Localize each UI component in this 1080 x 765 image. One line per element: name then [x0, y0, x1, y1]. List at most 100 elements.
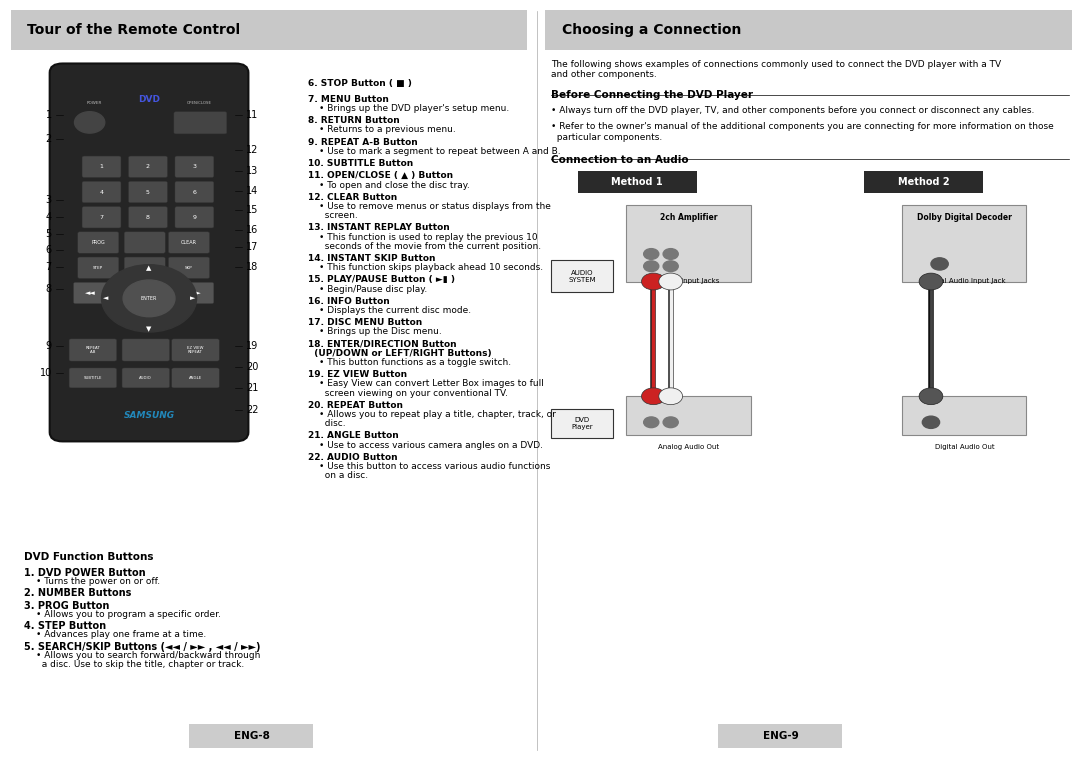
- Circle shape: [644, 261, 659, 272]
- FancyBboxPatch shape: [145, 282, 179, 304]
- Text: 20: 20: [246, 362, 258, 373]
- FancyBboxPatch shape: [718, 724, 842, 748]
- Text: 11: 11: [246, 109, 258, 120]
- Text: ▲: ▲: [147, 265, 151, 271]
- FancyBboxPatch shape: [82, 156, 121, 177]
- Text: • Allows you to search forward/backward through: • Allows you to search forward/backward …: [36, 651, 260, 660]
- FancyBboxPatch shape: [626, 205, 751, 282]
- Text: 6. STOP Button ( ■ ): 6. STOP Button ( ■ ): [308, 79, 411, 88]
- Text: 14. INSTANT SKIP Button: 14. INSTANT SKIP Button: [308, 254, 435, 263]
- Text: CLEAR: CLEAR: [181, 240, 197, 245]
- Text: 2: 2: [146, 164, 150, 169]
- Text: Connection to an Audio: Connection to an Audio: [551, 155, 688, 164]
- Circle shape: [663, 261, 678, 272]
- Text: • Use to mark a segment to repeat between A and B.: • Use to mark a segment to repeat betwee…: [319, 147, 561, 156]
- Circle shape: [642, 273, 665, 290]
- Circle shape: [642, 388, 665, 405]
- Text: 5. SEARCH/SKIP Buttons (◄◄ / ►► , ◄◄ / ►►): 5. SEARCH/SKIP Buttons (◄◄ / ►► , ◄◄ / ►…: [24, 642, 260, 652]
- Text: 21. ANGLE Button: 21. ANGLE Button: [308, 431, 399, 441]
- Text: 13. INSTANT REPLAY Button: 13. INSTANT REPLAY Button: [308, 223, 449, 233]
- Text: 17. DISC MENU Button: 17. DISC MENU Button: [308, 318, 422, 327]
- Text: • Turns the power on or off.: • Turns the power on or off.: [36, 577, 160, 586]
- Text: ANGLE: ANGLE: [189, 376, 202, 380]
- Text: 13: 13: [246, 165, 258, 176]
- FancyBboxPatch shape: [578, 171, 697, 193]
- Text: 3: 3: [192, 164, 197, 169]
- Text: • To open and close the disc tray.: • To open and close the disc tray.: [319, 181, 470, 190]
- Text: 15. PLAY/PAUSE Button ( ►▮ ): 15. PLAY/PAUSE Button ( ►▮ ): [308, 275, 455, 285]
- Text: 19: 19: [246, 340, 258, 351]
- FancyBboxPatch shape: [175, 181, 214, 203]
- Text: a disc. Use to skip the title, chapter or track.: a disc. Use to skip the title, chapter o…: [36, 660, 244, 669]
- FancyBboxPatch shape: [129, 156, 167, 177]
- Text: 8: 8: [45, 284, 52, 295]
- Text: Analog Audio Out: Analog Audio Out: [659, 444, 719, 450]
- Text: ►►: ►►: [191, 290, 202, 296]
- Text: 2: 2: [45, 134, 52, 145]
- FancyBboxPatch shape: [50, 63, 248, 441]
- Text: on a disc.: on a disc.: [319, 471, 367, 480]
- FancyBboxPatch shape: [172, 368, 219, 388]
- Text: 10: 10: [40, 367, 52, 378]
- Text: 9: 9: [192, 215, 197, 220]
- FancyBboxPatch shape: [124, 232, 165, 253]
- Circle shape: [919, 273, 943, 290]
- FancyBboxPatch shape: [864, 171, 983, 193]
- FancyBboxPatch shape: [78, 232, 119, 253]
- Text: 12: 12: [246, 145, 258, 155]
- FancyBboxPatch shape: [551, 409, 613, 438]
- Text: ■: ■: [124, 290, 131, 296]
- Text: 1: 1: [99, 164, 104, 169]
- Text: disc.: disc.: [319, 419, 346, 428]
- Text: 14: 14: [246, 186, 258, 197]
- FancyBboxPatch shape: [902, 396, 1026, 435]
- Text: seconds of the movie from the current position.: seconds of the movie from the current po…: [319, 242, 541, 251]
- Text: AUDIO: AUDIO: [139, 376, 152, 380]
- FancyBboxPatch shape: [73, 282, 108, 304]
- Text: 2ch Amplifier: 2ch Amplifier: [660, 213, 718, 222]
- Text: ►: ►: [190, 295, 194, 301]
- Text: 8. RETURN Button: 8. RETURN Button: [308, 116, 400, 125]
- Text: ◄: ◄: [104, 295, 108, 301]
- Text: 10. SUBTITLE Button: 10. SUBTITLE Button: [308, 159, 413, 168]
- FancyBboxPatch shape: [11, 10, 527, 50]
- Text: SKP: SKP: [185, 265, 193, 270]
- Circle shape: [931, 258, 948, 270]
- Text: 16: 16: [246, 225, 258, 236]
- Text: 5: 5: [146, 190, 150, 194]
- Circle shape: [922, 416, 940, 428]
- Circle shape: [919, 388, 943, 405]
- Circle shape: [644, 249, 659, 259]
- Text: 4. STEP Button: 4. STEP Button: [24, 621, 106, 631]
- Text: Tour of the Remote Control: Tour of the Remote Control: [27, 23, 240, 37]
- FancyBboxPatch shape: [168, 257, 210, 278]
- FancyBboxPatch shape: [78, 257, 119, 278]
- FancyBboxPatch shape: [174, 112, 227, 134]
- Text: ▮: ▮: [160, 290, 164, 296]
- Text: ENTER: ENTER: [140, 296, 158, 301]
- Circle shape: [659, 273, 683, 290]
- Text: REPEAT
A-B: REPEAT A-B: [85, 346, 100, 354]
- Text: 2. NUMBER Buttons: 2. NUMBER Buttons: [24, 588, 131, 598]
- Text: 22: 22: [246, 405, 259, 415]
- Text: Method 1: Method 1: [611, 177, 663, 187]
- FancyBboxPatch shape: [122, 339, 170, 361]
- FancyBboxPatch shape: [175, 156, 214, 177]
- Text: 11. OPEN/CLOSE ( ▲ ) Button: 11. OPEN/CLOSE ( ▲ ) Button: [308, 171, 453, 181]
- Text: • Use this button to access various audio functions: • Use this button to access various audi…: [319, 462, 550, 471]
- FancyBboxPatch shape: [69, 368, 117, 388]
- Text: • Always turn off the DVD player, TV, and other components before you connect or: • Always turn off the DVD player, TV, an…: [551, 106, 1035, 115]
- FancyBboxPatch shape: [551, 260, 613, 292]
- FancyBboxPatch shape: [175, 207, 214, 228]
- Text: 19. EZ VIEW Button: 19. EZ VIEW Button: [308, 370, 407, 379]
- Text: STEP: STEP: [93, 265, 104, 270]
- Text: (UP/DOWN or LEFT/RIGHT Buttons): (UP/DOWN or LEFT/RIGHT Buttons): [308, 349, 491, 358]
- Text: screen viewing on your conventional TV.: screen viewing on your conventional TV.: [319, 389, 508, 398]
- Text: • Easy View can convert Letter Box images to full: • Easy View can convert Letter Box image…: [319, 379, 543, 389]
- FancyBboxPatch shape: [168, 232, 210, 253]
- FancyBboxPatch shape: [124, 257, 165, 278]
- Text: 3. PROG Button: 3. PROG Button: [24, 601, 109, 610]
- Text: 1. DVD POWER Button: 1. DVD POWER Button: [24, 568, 146, 578]
- Text: • Refer to the owner's manual of the additional components you are connecting fo: • Refer to the owner's manual of the add…: [551, 122, 1054, 142]
- Text: 20. REPEAT Button: 20. REPEAT Button: [308, 401, 403, 410]
